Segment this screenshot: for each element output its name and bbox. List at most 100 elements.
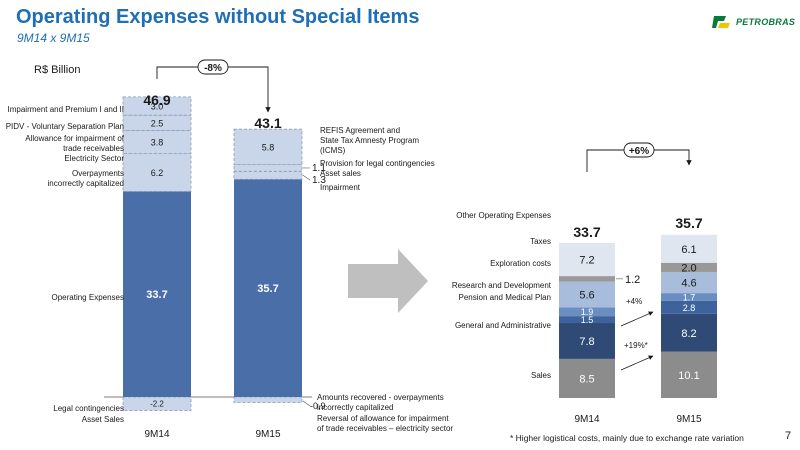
series-label-6: Other Operating Expenses <box>456 211 551 220</box>
xtick-left-9m15: 9M15 <box>255 429 280 440</box>
total-9m14-left: 46.9 <box>143 92 170 108</box>
label-legal-contingencies: Legal contingencies <box>53 404 124 413</box>
value-9m15-5: 2.0 <box>681 263 696 275</box>
bar-9m15-operating-expenses <box>234 179 302 397</box>
label-allowance-line3: Electricity Sector <box>64 154 124 163</box>
value-9m15-2: 2.8 <box>683 303 696 313</box>
bar-9m14-exploration-costs <box>559 281 615 308</box>
value-9m14-6: 7.2 <box>579 255 594 267</box>
bar-9m14-special-item-3 <box>122 130 192 155</box>
value-9m15-3: 1.7 <box>683 292 696 302</box>
value-9m14-0: 8.5 <box>579 374 594 386</box>
label-reversal-line2: of trade receivables – electricity secto… <box>317 424 453 433</box>
transition-arrow-icon <box>348 249 428 313</box>
leader-9m15-reversal <box>302 400 311 407</box>
value-9m15-provision: 1.1 <box>312 163 326 174</box>
label-overpayments-line2: incorrectly capitalized <box>48 179 124 188</box>
series-label-0: Sales <box>531 371 551 380</box>
bar-9m14-operating-expenses <box>123 191 191 397</box>
label-overpayments-line1: Overpayments <box>72 169 124 178</box>
bar-9m15-taxes <box>661 262 717 272</box>
value-9m15-4: 4.6 <box>681 278 696 290</box>
label-allowance-line2: trade receivables <box>63 144 124 153</box>
logo-wordmark: PETROBRAS <box>736 17 796 27</box>
bar-9m15-pension-and-medical-plan <box>661 300 717 314</box>
series-label-3: Research and Development <box>452 281 552 290</box>
xtick-left-9m14: 9M14 <box>144 429 169 440</box>
bar-9m15-other-operating-expenses <box>661 234 717 263</box>
value-9m15-refis: 5.8 <box>262 142 275 152</box>
bar-9m14-special-item-5 <box>122 96 192 116</box>
label-provision-line1: Provision for legal contingencies <box>320 159 435 168</box>
bar-9m15-reversal <box>233 396 303 403</box>
total-9m14-right: 33.7 <box>573 224 600 240</box>
value-9m15-1: 8.2 <box>681 328 696 340</box>
bar-9m14-other-operating-expenses <box>559 242 615 277</box>
annotation-general-admin: +4% <box>626 297 642 306</box>
bar-9m14-research-and-development <box>559 307 615 317</box>
change-badge-left <box>197 59 229 75</box>
growth-arrow-sales <box>620 355 654 371</box>
value-9m15-reversal: -0.9 <box>310 401 326 411</box>
value-9m15-operating-expenses: 35.7 <box>257 283 278 295</box>
value-9m15-impairment: 1.3 <box>312 175 326 186</box>
petrobras-logo-icon <box>712 16 730 28</box>
bar-9m15-special-item-7 <box>233 164 303 172</box>
page-subtitle: 9M14 x 9M15 <box>17 31 90 45</box>
xtick-right-9m14: 9M14 <box>574 414 599 425</box>
bar-9m14-pension-and-medical-plan <box>559 316 615 324</box>
value-9m14-special-item-5: 3.0 <box>151 102 164 112</box>
value-9m15-6: 6.1 <box>681 244 696 256</box>
growth-arrow-general-admin <box>620 311 654 327</box>
bar-9m14-taxes <box>559 276 615 282</box>
label-impairment: Impairment <box>320 183 361 192</box>
label-impairment-premium: Impairment and Premium I and II <box>8 105 125 114</box>
bar-9m15-exploration-costs <box>661 271 717 294</box>
label-pidv: PIDV - Voluntary Separation Plan <box>6 122 124 131</box>
change-badge-right <box>623 142 655 158</box>
series-label-4: Exploration costs <box>490 259 551 268</box>
bar-9m14-sales <box>559 358 615 398</box>
leader-9m15-impairment <box>302 175 311 181</box>
bar-9m14-special-item-4 <box>122 114 192 131</box>
label-refis-line3: (ICMS) <box>320 146 346 155</box>
bar-9m14-legal-contingencies <box>122 396 192 411</box>
label-allowance-line1: Allowance for impairment of <box>25 134 124 143</box>
value-9m14-legal-contingencies: -2.2 <box>150 400 164 409</box>
label-asset-sales: Asset Sales <box>82 415 124 424</box>
value-9m14-1: 7.8 <box>579 336 594 348</box>
label-amounts-recovered-line1: Amounts recovered - overpayments <box>317 393 444 402</box>
bar-9m15-special-item-6 <box>233 170 303 180</box>
series-label-2: Pension and Medical Plan <box>458 293 551 302</box>
value-9m14-3: 1.9 <box>581 307 594 317</box>
value-9m14-special-item-2: 6.2 <box>151 168 164 178</box>
bar-9m14-general-and-administrative <box>559 323 615 359</box>
bar-9m14-special-item-2 <box>122 153 192 192</box>
series-label-5: Taxes <box>530 237 551 246</box>
value-9m14-taxes: 1.2 <box>625 274 640 286</box>
value-9m14-4: 5.6 <box>579 290 594 302</box>
label-refis-line2: State Tax Amnesty Program <box>320 136 419 145</box>
value-9m14-special-item-3: 3.8 <box>151 138 164 148</box>
label-provision-line2: Asset sales <box>320 169 361 178</box>
change-label-left: -8% <box>204 63 222 74</box>
footnote: * Higher logistical costs, mainly due to… <box>510 433 744 443</box>
total-9m15-right: 35.7 <box>675 215 702 231</box>
value-9m14-operating-expenses: 33.7 <box>146 289 167 301</box>
value-9m15-0: 10.1 <box>678 370 699 382</box>
value-9m14-2: 1.5 <box>581 315 594 325</box>
bar-9m15-sales <box>661 351 717 398</box>
label-reversal-line1: Reversal of allowance for impairment <box>317 414 449 423</box>
label-refis-line1: REFIS Agreement and <box>320 126 400 135</box>
change-label-right: +6% <box>629 146 649 157</box>
unit-label: R$ Billion <box>34 64 81 76</box>
bar-9m15-special-item-8 <box>233 128 303 165</box>
bar-9m15-research-and-development <box>661 293 717 301</box>
label-operating-expenses: Operating Expenses <box>52 293 125 302</box>
bar-9m15-general-and-administrative <box>661 313 717 352</box>
page-number: 7 <box>785 430 792 442</box>
page-title: Operating Expenses without Special Items <box>16 6 420 28</box>
series-label-1: General and Administrative <box>455 321 552 330</box>
annotation-sales: +19%* <box>624 341 648 350</box>
